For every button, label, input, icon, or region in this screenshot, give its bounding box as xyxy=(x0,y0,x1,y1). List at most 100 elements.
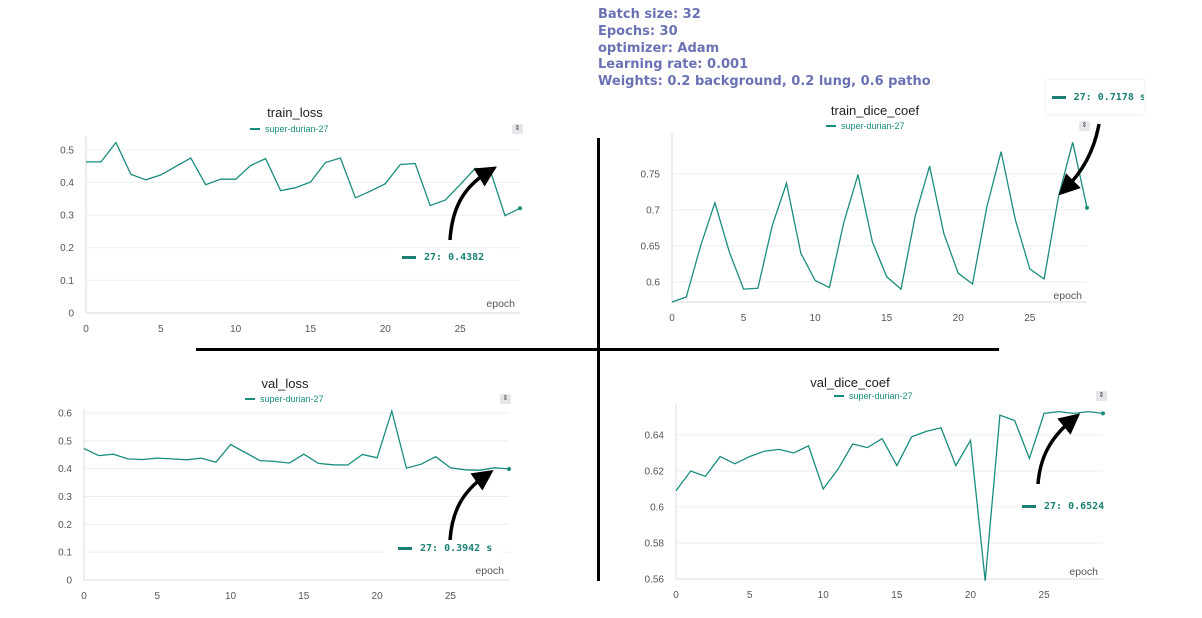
legend-swatch xyxy=(245,398,255,400)
y-tick-label: 0 xyxy=(68,309,74,320)
x-tick-label: 15 xyxy=(881,313,893,324)
chart-menu-icon[interactable]: ⇕ xyxy=(500,394,511,404)
x-tick-label: 20 xyxy=(372,591,384,602)
note-epochs: Epochs: 30 xyxy=(598,23,678,39)
y-tick-label: 0.75 xyxy=(641,169,661,180)
tooltip-swatch xyxy=(1052,95,1066,99)
training-notes: Batch size: 32 Epochs: 30 optimizer: Ada… xyxy=(598,7,931,91)
note-batch-size: Batch size: 32 xyxy=(598,7,701,22)
chart-legend: super-durian-27 xyxy=(250,124,329,134)
x-tick-label: 5 xyxy=(741,313,747,324)
x-tick-label: 15 xyxy=(891,590,903,601)
y-tick-label: 0.58 xyxy=(645,539,665,550)
chart-menu-icon[interactable]: ⇕ xyxy=(512,124,523,134)
x-tick-label: 0 xyxy=(83,324,89,335)
x-tick-label: 20 xyxy=(965,590,977,601)
legend-label: super-durian-27 xyxy=(260,394,324,404)
value-tooltip: 27: 0.3942 s xyxy=(384,532,502,564)
y-tick-label: 0.5 xyxy=(58,436,72,447)
value-tooltip: 27: 0.7178 s xyxy=(1046,80,1144,114)
tooltip-label: 27: 0.3942 s xyxy=(420,542,493,554)
legend-label: super-durian-27 xyxy=(841,121,905,131)
x-tick-label: 25 xyxy=(445,591,457,602)
y-tick-label: 0.2 xyxy=(58,520,72,531)
y-tick-label: 0.6 xyxy=(650,503,664,514)
value-tooltip: 27: 0.4382 xyxy=(388,248,499,267)
panel-val-dice-coef: val_dice_coef super-durian-27 ⇕ 0.56 0.58… xyxy=(620,368,1110,608)
tooltip-swatch xyxy=(1022,505,1036,508)
y-tick-label: 0.2 xyxy=(60,243,74,254)
y-tick-label: 0.7 xyxy=(646,205,660,216)
x-axis-label: epoch xyxy=(486,298,515,310)
note-learning-rate: Learning rate: 0.001 xyxy=(598,57,749,73)
chart-title: val_dice_coef xyxy=(810,375,890,390)
note-optimizer: optimizer: Adam xyxy=(598,40,720,56)
x-tick-label: 0 xyxy=(81,591,87,602)
x-axis-label: epoch xyxy=(475,565,504,577)
x-tick-label: 5 xyxy=(747,590,753,601)
value-tooltip: 27: 0.6524 xyxy=(1018,498,1109,515)
x-tick-label: 20 xyxy=(380,324,392,335)
y-tick-label: 0.6 xyxy=(646,277,660,288)
x-tick-label: 10 xyxy=(230,324,242,335)
series-endpoint xyxy=(518,206,522,211)
chart-legend: super-durian-27 xyxy=(245,394,324,404)
y-tick-label: 0.1 xyxy=(58,548,72,559)
y-tick-label: 0.56 xyxy=(645,575,665,586)
x-tick-label: 0 xyxy=(669,313,675,324)
series-line xyxy=(675,410,1104,581)
x-tick-label: 10 xyxy=(225,591,237,602)
x-tick-label: 0 xyxy=(673,590,679,601)
x-tick-label: 20 xyxy=(953,313,965,324)
series-line xyxy=(83,408,510,471)
vertical-divider xyxy=(597,138,600,581)
x-tick-label: 5 xyxy=(158,324,164,335)
tooltip-label: 27: 0.7178 s xyxy=(1073,91,1144,103)
tooltip-label: 27: 0.6524 xyxy=(1044,501,1105,512)
legend-swatch xyxy=(250,128,260,130)
series-endpoint xyxy=(507,466,511,471)
y-tick-label: 0.3 xyxy=(58,492,72,503)
y-tick-label: 0.62 xyxy=(645,467,665,478)
series-line xyxy=(671,142,1088,303)
tooltip-swatch xyxy=(398,546,412,550)
y-tick-label: 0.5 xyxy=(60,145,74,156)
horizontal-divider xyxy=(196,348,999,351)
x-tick-label: 15 xyxy=(305,324,317,335)
y-tick-label: 0 xyxy=(66,576,72,587)
panel-val-loss: val_loss super-durian-27 ⇕ 0 0.1 0.2 0.3 0.4… xyxy=(40,370,530,610)
chart-plot: 0.56 0.58 0.6 0.62 0.64 0 5 10 15 20 25 epoch xyxy=(645,404,1105,601)
series-endpoint xyxy=(1085,205,1089,210)
x-axis-label: epoch xyxy=(1069,566,1098,578)
tooltip-swatch xyxy=(402,256,416,259)
legend-swatch xyxy=(826,125,836,127)
chart-title: val_loss xyxy=(261,376,309,391)
panel-train-dice-coef: train_dice_coef super-durian-27 ⇕ 0.6 0.6… xyxy=(620,100,1100,330)
y-tick-label: 0.1 xyxy=(60,276,74,287)
chart-legend: super-durian-27 xyxy=(834,391,913,401)
chart-plot: 0 0.1 0.2 0.3 0.4 0.5 0.6 0 5 10 15 20 25 epoch xyxy=(58,408,511,602)
chart-plot: 0 0.1 0.2 0.3 0.4 0.5 0 5 10 15 20 25 epoch xyxy=(60,136,522,335)
y-tick-label: 0.4 xyxy=(60,178,74,189)
chart-plot: 0.6 0.65 0.7 0.75 0 5 10 15 20 25 epoch xyxy=(641,134,1089,324)
x-tick-label: 15 xyxy=(298,591,310,602)
chart-menu-icon[interactable]: ⇕ xyxy=(1096,391,1107,401)
y-tick-label: 0.4 xyxy=(58,464,72,475)
panel-train-loss: train_loss super-durian-27 ⇕ 0 0.1 0.2 0.3 0… xyxy=(40,100,530,340)
chart-title: train_loss xyxy=(267,105,323,120)
tooltip-label: 27: 0.4382 xyxy=(424,252,485,263)
x-tick-label: 25 xyxy=(455,324,467,335)
y-tick-label: 0.6 xyxy=(58,409,72,420)
x-tick-label: 25 xyxy=(1039,590,1051,601)
chart-legend: super-durian-27 xyxy=(826,121,905,131)
legend-label: super-durian-27 xyxy=(265,124,329,134)
chart-title: train_dice_coef xyxy=(830,103,920,118)
y-tick-label: 0.65 xyxy=(641,241,661,252)
legend-label: super-durian-27 xyxy=(849,391,913,401)
note-weights: Weights: 0.2 background, 0.2 lung, 0.6 p… xyxy=(598,74,931,90)
x-tick-label: 10 xyxy=(810,313,822,324)
y-tick-label: 0.3 xyxy=(60,211,74,222)
series-endpoint xyxy=(1101,411,1105,416)
x-axis-label: epoch xyxy=(1053,290,1082,302)
y-tick-label: 0.64 xyxy=(645,431,665,442)
